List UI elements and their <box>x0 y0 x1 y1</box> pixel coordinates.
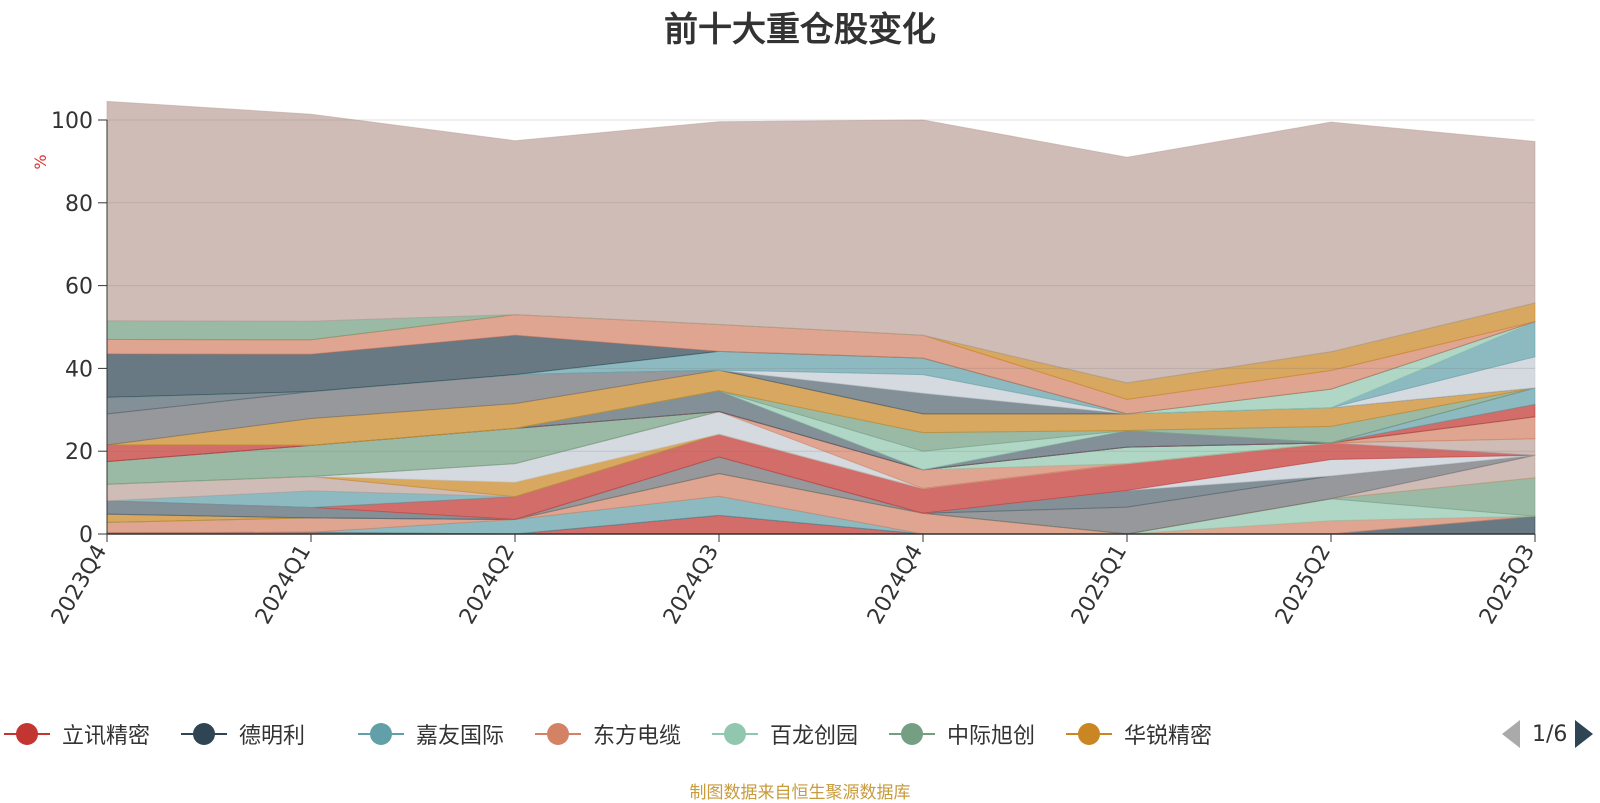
x-tick-label: 2024Q2 <box>455 541 520 629</box>
legend-marker-icon <box>179 716 229 752</box>
y-tick-label: 20 <box>65 440 93 465</box>
area-layer-36 <box>106 100 1536 384</box>
y-tick-label: 0 <box>79 523 93 548</box>
x-tick-label: 2024Q1 <box>251 541 316 629</box>
chart-title: 前十大重仓股变化 <box>664 10 936 50</box>
legend-item[interactable]: 东方电缆 <box>533 716 681 752</box>
legend-label: 立讯精密 <box>62 724 151 749</box>
legend: 立讯精密 德明利 嘉友国际 东方电缆 百龙创园 中际旭创 华锐精密 <box>0 716 1480 752</box>
y-tick-label: 60 <box>65 275 93 300</box>
x-tick-label: 2025Q3 <box>1475 541 1540 629</box>
legend-label: 嘉友国际 <box>416 724 505 749</box>
legend-marker-icon <box>533 716 583 752</box>
x-tick-label: 2025Q2 <box>1271 541 1336 629</box>
y-axis-unit-label: % <box>31 154 50 169</box>
x-tick-label: 2023Q4 <box>47 541 112 629</box>
legend-item[interactable]: 百龙创园 <box>710 716 858 752</box>
legend-item[interactable]: 立讯精密 <box>2 716 150 752</box>
x-tick-label: 2024Q4 <box>863 541 928 629</box>
source-note: 制图数据来自恒生聚源数据库 <box>689 783 911 803</box>
legend-item[interactable]: 德明利 <box>179 716 305 752</box>
legend-pager: 1/6 <box>1502 716 1600 752</box>
legend-label: 德明利 <box>239 724 306 749</box>
legend-label: 中际旭创 <box>947 724 1036 749</box>
legend-page-indicator: 1/6 <box>1532 721 1568 747</box>
x-tick-label: 2025Q1 <box>1067 541 1132 629</box>
y-tick-label: 40 <box>65 357 93 382</box>
legend-label: 东方电缆 <box>593 724 682 749</box>
y-tick-label: 100 <box>51 109 93 134</box>
legend-label: 百龙创园 <box>770 724 859 749</box>
legend-marker-icon <box>1064 716 1114 752</box>
legend-marker-icon <box>887 716 937 752</box>
legend-marker-icon <box>356 716 406 752</box>
legend-item[interactable]: 华锐精密 <box>1064 716 1212 752</box>
legend-next-page-icon[interactable] <box>1575 720 1594 748</box>
legend-prev-page-icon[interactable] <box>1502 720 1520 748</box>
legend-marker-icon <box>710 716 760 752</box>
legend-marker-icon <box>2 716 52 752</box>
y-tick-label: 80 <box>65 192 93 217</box>
x-tick-label: 2024Q3 <box>659 541 724 629</box>
legend-item[interactable]: 中际旭创 <box>887 716 1035 752</box>
legend-item[interactable]: 嘉友国际 <box>356 716 504 752</box>
legend-label: 华锐精密 <box>1124 724 1213 749</box>
